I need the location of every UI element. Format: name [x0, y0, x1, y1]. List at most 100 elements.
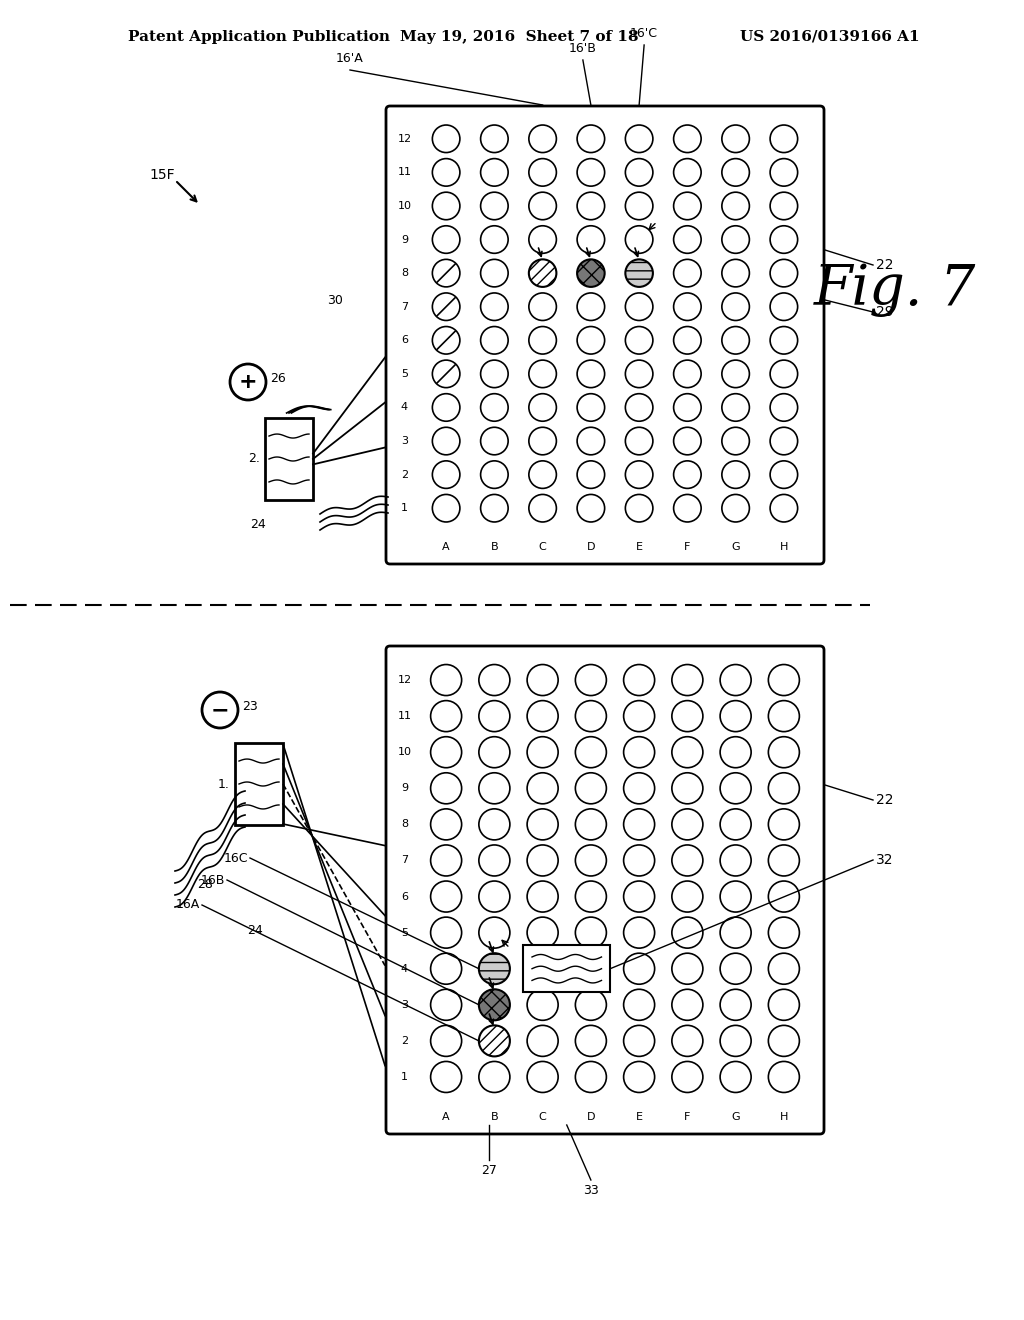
Circle shape	[480, 226, 508, 253]
Circle shape	[480, 293, 508, 321]
Text: 1: 1	[401, 1072, 408, 1082]
Circle shape	[432, 259, 460, 286]
Circle shape	[528, 360, 556, 388]
Circle shape	[480, 495, 508, 521]
Circle shape	[578, 428, 604, 455]
Circle shape	[527, 845, 558, 876]
Circle shape	[768, 772, 800, 804]
FancyBboxPatch shape	[386, 106, 824, 564]
Text: 10: 10	[397, 201, 412, 211]
Text: 6: 6	[401, 335, 408, 346]
Text: 3: 3	[401, 999, 408, 1010]
Circle shape	[722, 326, 750, 354]
Circle shape	[626, 193, 653, 219]
Circle shape	[479, 701, 510, 731]
Circle shape	[770, 326, 798, 354]
Text: 16'B: 16'B	[569, 42, 597, 55]
Circle shape	[431, 737, 462, 768]
Circle shape	[768, 845, 800, 876]
Circle shape	[674, 393, 701, 421]
Text: 15F: 15F	[150, 168, 175, 182]
Text: 10: 10	[397, 747, 412, 758]
Circle shape	[626, 360, 653, 388]
Circle shape	[575, 880, 606, 912]
Circle shape	[626, 461, 653, 488]
Circle shape	[768, 664, 800, 696]
Circle shape	[528, 226, 556, 253]
Circle shape	[720, 880, 752, 912]
Circle shape	[720, 664, 752, 696]
Circle shape	[575, 809, 606, 840]
Circle shape	[624, 772, 654, 804]
Circle shape	[528, 326, 556, 354]
Circle shape	[480, 158, 508, 186]
Circle shape	[479, 845, 510, 876]
Circle shape	[431, 1061, 462, 1093]
Circle shape	[479, 737, 510, 768]
Circle shape	[528, 495, 556, 521]
Circle shape	[432, 393, 460, 421]
Circle shape	[722, 393, 750, 421]
Circle shape	[479, 880, 510, 912]
Text: −: −	[211, 700, 229, 719]
Circle shape	[674, 226, 701, 253]
Circle shape	[770, 495, 798, 521]
Text: 1: 1	[401, 503, 408, 513]
Circle shape	[720, 917, 752, 948]
Circle shape	[722, 125, 750, 153]
Text: F: F	[684, 541, 690, 552]
Circle shape	[768, 1026, 800, 1056]
Circle shape	[674, 495, 701, 521]
Circle shape	[722, 226, 750, 253]
Circle shape	[768, 1061, 800, 1093]
Circle shape	[480, 326, 508, 354]
Circle shape	[431, 880, 462, 912]
Circle shape	[528, 193, 556, 219]
Circle shape	[575, 1061, 606, 1093]
Circle shape	[674, 293, 701, 321]
Circle shape	[768, 880, 800, 912]
Circle shape	[722, 193, 750, 219]
Circle shape	[720, 701, 752, 731]
Circle shape	[432, 360, 460, 388]
Circle shape	[768, 953, 800, 985]
Circle shape	[720, 1061, 752, 1093]
Text: Patent Application Publication: Patent Application Publication	[128, 30, 390, 44]
Circle shape	[578, 259, 604, 286]
Circle shape	[479, 953, 510, 985]
Circle shape	[722, 495, 750, 521]
Circle shape	[626, 428, 653, 455]
Circle shape	[528, 158, 556, 186]
Text: 3: 3	[401, 436, 408, 446]
Circle shape	[479, 989, 510, 1020]
Circle shape	[528, 428, 556, 455]
Circle shape	[578, 495, 604, 521]
Text: E: E	[636, 541, 643, 552]
Circle shape	[770, 193, 798, 219]
Circle shape	[672, 953, 702, 985]
Text: D: D	[587, 541, 595, 552]
Circle shape	[575, 737, 606, 768]
Text: 6: 6	[401, 891, 408, 902]
Circle shape	[432, 293, 460, 321]
Circle shape	[672, 701, 702, 731]
Circle shape	[720, 809, 752, 840]
Circle shape	[432, 125, 460, 153]
Circle shape	[624, 845, 654, 876]
Circle shape	[768, 737, 800, 768]
Circle shape	[431, 772, 462, 804]
Circle shape	[528, 125, 556, 153]
Circle shape	[527, 772, 558, 804]
Circle shape	[672, 664, 702, 696]
Text: 9: 9	[400, 783, 408, 793]
Circle shape	[527, 1061, 558, 1093]
Circle shape	[527, 953, 558, 985]
Circle shape	[624, 917, 654, 948]
Circle shape	[527, 737, 558, 768]
Circle shape	[720, 737, 752, 768]
Circle shape	[528, 461, 556, 488]
Circle shape	[432, 461, 460, 488]
Circle shape	[672, 845, 702, 876]
Text: 1.: 1.	[218, 777, 230, 791]
Circle shape	[578, 193, 604, 219]
